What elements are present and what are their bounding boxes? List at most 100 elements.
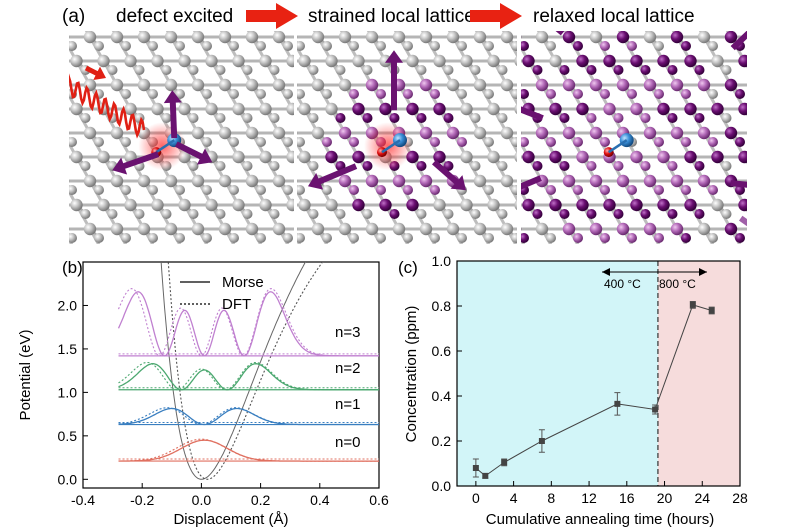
lattice-atom bbox=[30, 79, 42, 91]
lattice-bond bbox=[50, 205, 64, 229]
lattice-atom bbox=[603, 102, 616, 116]
lattice-atom bbox=[549, 54, 562, 68]
lattice-atom bbox=[460, 54, 473, 68]
lattice-atom bbox=[80, 209, 91, 219]
lattice-atom bbox=[511, 137, 517, 147]
lattice-atom bbox=[389, 209, 400, 219]
lattice-atom bbox=[721, 65, 732, 75]
lattice-atom bbox=[514, 103, 517, 115]
defect-bond bbox=[608, 139, 628, 154]
legend-b: Morse DFT bbox=[180, 274, 264, 313]
lattice-atom bbox=[218, 222, 232, 236]
lattice-atom bbox=[670, 126, 684, 140]
lattice-atom bbox=[630, 150, 643, 164]
lattice-atom bbox=[137, 174, 151, 188]
lattice-atom bbox=[392, 222, 406, 236]
lattice-atom bbox=[242, 113, 253, 123]
lattice-atom bbox=[681, 137, 691, 147]
lattice-atom bbox=[124, 198, 137, 212]
x-tick-label: 20 bbox=[657, 490, 673, 506]
lattice-atom bbox=[379, 247, 391, 259]
lattice-atom bbox=[762, 185, 772, 195]
lattice-atom bbox=[721, 209, 732, 219]
lattice-atom bbox=[269, 113, 280, 123]
lattice-atom bbox=[473, 126, 487, 140]
lattice-bond bbox=[131, 253, 145, 277]
lattice-atom bbox=[460, 102, 473, 116]
lattice-atom bbox=[161, 113, 172, 123]
lattice-atom bbox=[80, 113, 91, 123]
lattice-atom bbox=[308, 65, 319, 75]
lattice-atom bbox=[613, 161, 624, 171]
step-label-defect-excited: defect excited bbox=[116, 6, 233, 27]
lattice-atom bbox=[749, 65, 759, 75]
lattice-bond bbox=[718, 13, 727, 22]
lattice-atom bbox=[722, 17, 732, 27]
lattice-atom bbox=[202, 185, 212, 195]
lattice-atom bbox=[325, 247, 337, 259]
lattice-atom bbox=[484, 137, 494, 147]
lattice-atom bbox=[419, 174, 433, 188]
lattice-atom bbox=[43, 247, 55, 259]
lattice-atom bbox=[259, 198, 272, 212]
lattice-atom bbox=[532, 65, 543, 75]
y-tick-label: 0.8 bbox=[432, 298, 452, 314]
data-point bbox=[501, 459, 508, 466]
lattice-atom bbox=[640, 161, 651, 171]
lattice-atom bbox=[765, 55, 777, 67]
lattice-atom bbox=[487, 247, 499, 259]
plot-c-xlabel: Cumulative annealing time (hours) bbox=[486, 511, 714, 528]
lattice-atom bbox=[640, 113, 651, 123]
lattice-atom bbox=[188, 65, 199, 75]
lattice-atom bbox=[406, 102, 419, 116]
lattice-atom bbox=[752, 223, 764, 235]
lattice-atom bbox=[616, 222, 630, 236]
lattice-atom bbox=[311, 78, 325, 92]
lattice-atom bbox=[443, 161, 454, 171]
lattice-atom bbox=[134, 65, 145, 75]
lattice-atom bbox=[232, 7, 244, 19]
lattice-atom bbox=[419, 126, 433, 140]
lattice-atom bbox=[256, 185, 266, 195]
lattice-bond bbox=[36, 133, 50, 157]
lattice-atom bbox=[322, 185, 332, 195]
lattice-bond bbox=[758, 181, 772, 205]
lattice-atom bbox=[694, 161, 705, 171]
lattice-atom bbox=[297, 233, 305, 243]
lattice-atom bbox=[178, 54, 191, 68]
lattice-atom bbox=[283, 89, 293, 99]
lattice-atom bbox=[613, 113, 624, 123]
lattice-atom bbox=[497, 209, 508, 219]
lattice-bond bbox=[104, 13, 113, 22]
lattice-atom bbox=[640, 209, 651, 219]
lattice-atom bbox=[178, 247, 190, 259]
x-tick-label: 4 bbox=[510, 490, 518, 506]
lattice-atom bbox=[627, 233, 637, 243]
lattice-atom bbox=[297, 35, 298, 39]
lattice-atom bbox=[178, 102, 191, 116]
displacement-arrow-icon bbox=[308, 163, 358, 190]
displacement-arrow-icon bbox=[555, 31, 565, 36]
lattice-atom bbox=[83, 31, 97, 44]
lattice-atom bbox=[497, 65, 508, 75]
data-point bbox=[614, 400, 621, 407]
lattice-atom bbox=[446, 126, 460, 140]
lattice-atom bbox=[708, 41, 718, 51]
lattice-atom bbox=[776, 161, 786, 171]
lattice-atom bbox=[121, 137, 131, 147]
lattice-atom bbox=[721, 113, 732, 123]
lattice-bond bbox=[278, 253, 287, 262]
lattice-atom bbox=[245, 31, 259, 44]
lattice-atom bbox=[335, 113, 346, 123]
lattice-atom bbox=[352, 54, 365, 68]
lattice-bond bbox=[772, 13, 781, 22]
x-tick-label: -0.4 bbox=[71, 492, 95, 508]
lattice-bond bbox=[359, 253, 373, 277]
lattice-atom bbox=[69, 83, 70, 87]
lattice-atom bbox=[738, 7, 750, 19]
lattice-bond bbox=[36, 133, 45, 142]
lattice-atom bbox=[576, 198, 589, 212]
lattice-atom bbox=[175, 41, 185, 51]
lattice-atom bbox=[684, 150, 697, 164]
lattice-atom bbox=[376, 185, 386, 195]
